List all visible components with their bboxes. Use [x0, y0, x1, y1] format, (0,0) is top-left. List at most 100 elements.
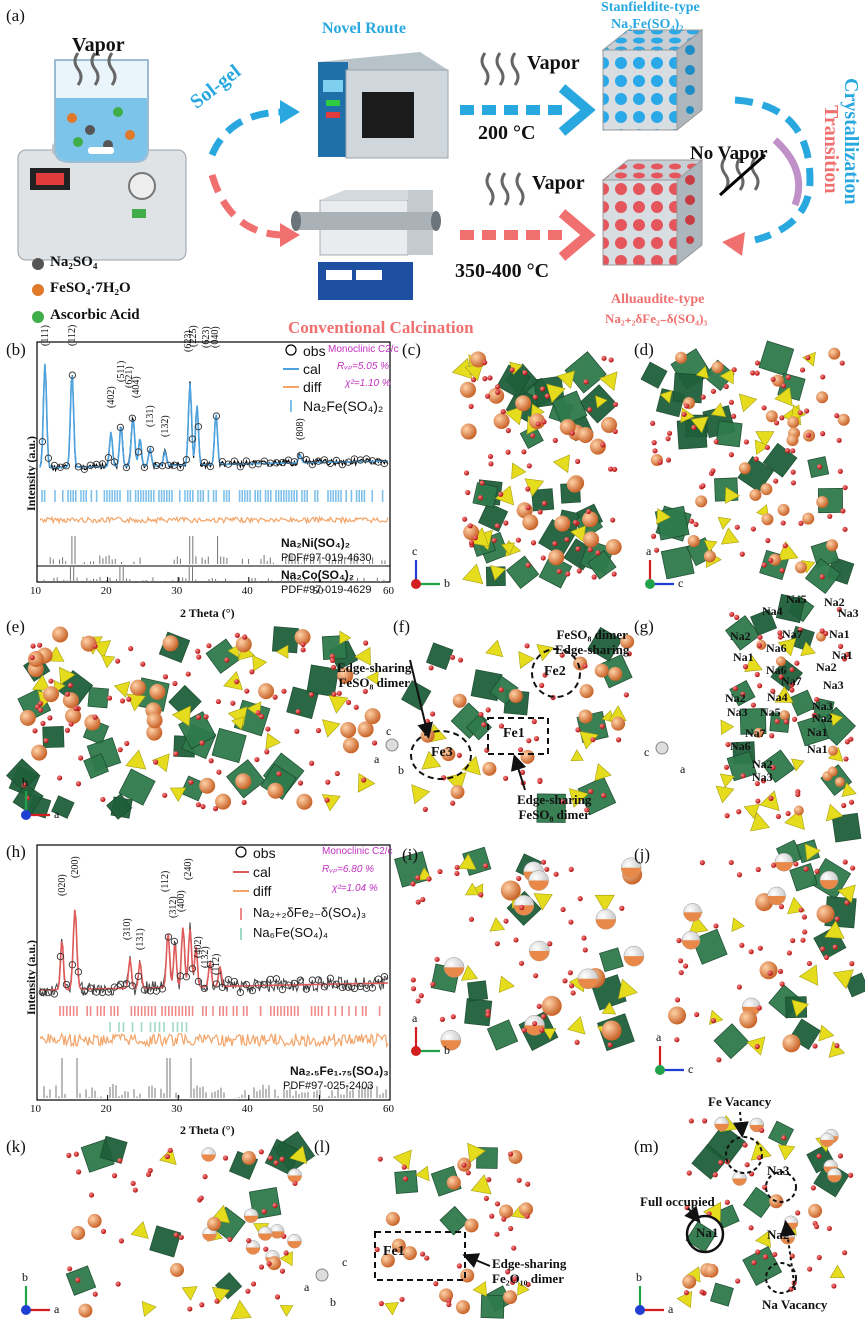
f-annotation-top: FeSO₈ dimer Edge-sharing	[555, 627, 629, 657]
xrd-b-legend-diff: diff	[303, 379, 322, 395]
legend-dot-feso4	[32, 284, 44, 296]
no-vapor-icon	[720, 157, 760, 191]
panel-label-a: (a)	[6, 6, 25, 25]
legend-ascorbic: Ascorbic Acid	[50, 307, 140, 323]
f-annotation-bottom: Edge-sharing FeSO₈ dimer	[517, 792, 591, 822]
l-annotation: Edge-sharing Fe₂O₁₀ dimer	[492, 1256, 566, 1286]
xrd-b-bragg-ticks	[41, 490, 384, 502]
structure-e	[6, 626, 381, 820]
xrd-h-bragg-ticks-2	[109, 1022, 188, 1032]
xrd-b-xlabel: 2 Theta (°)	[180, 606, 235, 620]
axis-letter: b	[444, 1043, 450, 1057]
xtick-label: 50	[312, 1103, 324, 1115]
f-ann-bottom-line1: Edge-sharing	[517, 792, 592, 807]
conventional-label: Conventional Calcination	[288, 318, 474, 337]
xrd-b-cal-trace	[39, 363, 389, 469]
panel-label-j: (j)	[634, 845, 651, 864]
xtick-label: 40	[241, 585, 253, 597]
xtick-label: 10	[30, 585, 41, 597]
transition-label: Transition	[820, 105, 842, 194]
xrd-h-peak-label: (112)	[160, 870, 171, 892]
f-annotation-left: Edge-sharing FeSO₈ dimer	[337, 660, 411, 690]
xtick-label: 20	[100, 585, 112, 597]
xrd-h-peak-label: (310)	[122, 918, 133, 940]
xrd-b-peak-label: (402)	[106, 386, 117, 408]
tube-furnace-illustration	[291, 190, 441, 300]
xrd-b-legend-obs: obs	[303, 343, 326, 359]
axis-letter: c	[688, 1062, 694, 1076]
f-ann-bottom-line2: FeSO₈ dimer	[518, 807, 590, 822]
g-na-site-label: Na1	[733, 650, 754, 664]
panel-label-i: (i)	[402, 845, 419, 864]
steam-icon-bottom	[485, 172, 525, 206]
xtick-label: 30	[171, 1103, 183, 1115]
xrd-b-ref1-bars	[49, 536, 386, 564]
g-na-site-label: Na2	[824, 595, 845, 609]
panel-label-k: (k)	[6, 1137, 26, 1156]
axis-letter: a	[54, 807, 60, 821]
xrd-b-rwp: Rᵥₚ=5.05 %	[337, 361, 390, 372]
xrd-h-axis-ticks	[36, 1095, 391, 1100]
panel-label-d: (d)	[634, 340, 654, 359]
panel-label-l: (l)	[314, 1137, 331, 1156]
axis-letter: c	[678, 576, 684, 590]
xrd-b-peak-label: (404)	[131, 376, 142, 398]
crystallization-label: Crystallization	[840, 78, 862, 205]
g-na-site-label: Na1	[832, 648, 853, 662]
xtick-label: 40	[241, 1103, 253, 1115]
vapor-top-label: Vapor	[527, 52, 580, 74]
m-na3-label: Na3	[767, 1163, 790, 1178]
axis-letter: b	[636, 1270, 642, 1284]
xrd-b-axis-ticks	[36, 577, 391, 582]
xrd-b-chi2: χ²=1.10 %	[345, 378, 391, 389]
panel-label-g: (g)	[634, 617, 654, 636]
g-na-site-label: Na7	[782, 627, 803, 641]
g-na-site-label: Na3	[823, 678, 844, 692]
structure-l	[374, 1142, 534, 1319]
axis-letter: b	[330, 1295, 336, 1309]
stanfieldite-label: Stanfieldite-type	[601, 0, 700, 15]
xrd-b-ref1-pdf: PDF#97-019-4630	[281, 552, 372, 564]
structure-k	[65, 1130, 316, 1320]
xrd-h-legend-diff: diff	[253, 883, 272, 899]
axis-letter: a	[668, 1302, 674, 1316]
m-na2-label: Na2	[767, 1227, 790, 1242]
g-na-site-label: Na3	[727, 705, 748, 719]
xrd-b-peak-label: (225)	[188, 325, 199, 347]
xrd-b-ref2-name: Na₂Co(SO₄)₂	[281, 568, 355, 582]
cube-stanfieldite	[601, 28, 704, 132]
axis-letter: b	[22, 1270, 28, 1284]
g-na-site-label: Na2	[730, 629, 751, 643]
xrd-h-peak-label: (112)	[211, 953, 222, 975]
xrd-h-peak-label: (240)	[183, 858, 194, 880]
xrd-h-frame	[36, 844, 391, 1101]
axis-letter: a	[374, 752, 380, 766]
axis-letter: c	[386, 724, 392, 738]
xrd-b-cell: Monoclinic C2/c	[328, 344, 399, 355]
axis-letter: b	[444, 576, 450, 590]
legend-dot-ascorbic	[32, 311, 44, 323]
xrd-h-ref-name: Na₂.₅Fe₁.₇₅(SO₄)₃	[290, 1064, 389, 1078]
xrd-h-xlabel: 2 Theta (°)	[180, 1123, 235, 1137]
panel-label-e: (e)	[6, 617, 25, 636]
oven-illustration	[318, 52, 449, 159]
g-na-site-label: Na3	[812, 699, 833, 713]
axis-letter: c	[342, 1255, 348, 1269]
xrd-b-frame	[36, 341, 391, 583]
steam-icon-top	[480, 52, 520, 86]
xrd-h-legend-obs: obs	[253, 845, 276, 861]
xrd-b-peak-label: (131)	[145, 405, 156, 427]
m-fe-vacancy-label: Fe Vacancy	[708, 1094, 772, 1109]
g-na-site-label: Na1	[829, 627, 850, 641]
structure-i	[394, 846, 645, 1052]
xrd-b-peak-label: (111)	[40, 325, 51, 346]
structure-g	[715, 593, 862, 843]
xtick-label: 20	[100, 1103, 112, 1115]
axis-letter: a	[412, 1011, 418, 1025]
axis-letter: a	[646, 544, 652, 558]
xrd-h-peak-label: (020)	[57, 874, 68, 896]
xrd-h-legend-phase2: Na₆Fe(SO₄)₄	[253, 925, 329, 940]
structure-c	[451, 351, 622, 589]
m-full-occupied-label: Full occupied	[640, 1194, 715, 1209]
xrd-b-ref2-bars	[43, 567, 385, 582]
